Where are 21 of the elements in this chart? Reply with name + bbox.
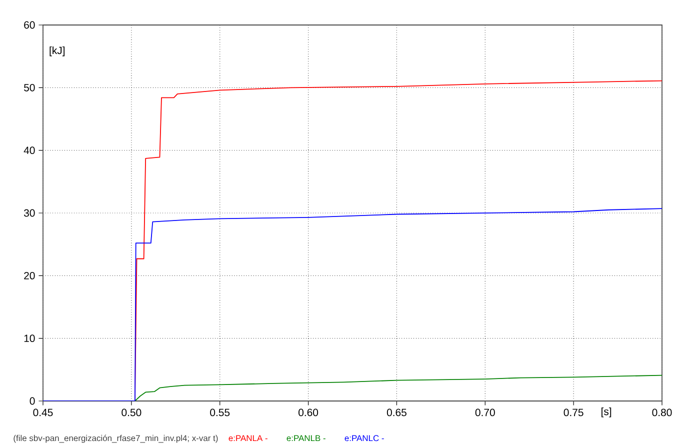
text: (file sbv-pan_energización_rfase7_min_inv.pl4; x-var t) (14, 434, 218, 443)
x-tick-label: 0.75 (564, 408, 584, 416)
x-tick-label: 0.60 (298, 408, 318, 416)
x-tick-label: 0.50 (122, 408, 142, 416)
y-tick-label: 20 (24, 272, 35, 280)
y-tick-label: 0 (30, 397, 35, 405)
x-tick-label: 0.70 (475, 408, 495, 416)
x-tick-label: 0.65 (386, 408, 406, 416)
y-tick-label: 10 (24, 334, 35, 342)
y-tick-label: 30 (24, 209, 35, 217)
x-tick-label: 0.55 (210, 408, 230, 416)
y-tick-label: 60 (24, 21, 35, 29)
x-tick-label: 0.80 (652, 408, 672, 416)
x-axis-title: [s] (602, 408, 612, 418)
text: e:PANLC - (344, 435, 384, 442)
y-tick-label: 50 (24, 84, 35, 92)
y-axis-title: [kJ] (50, 46, 65, 56)
text: e:PANLA - (228, 435, 268, 442)
x-tick-label: 0.45 (33, 408, 53, 416)
y-tick-label: 40 (24, 146, 35, 154)
text: e:PANLB - (286, 435, 326, 442)
